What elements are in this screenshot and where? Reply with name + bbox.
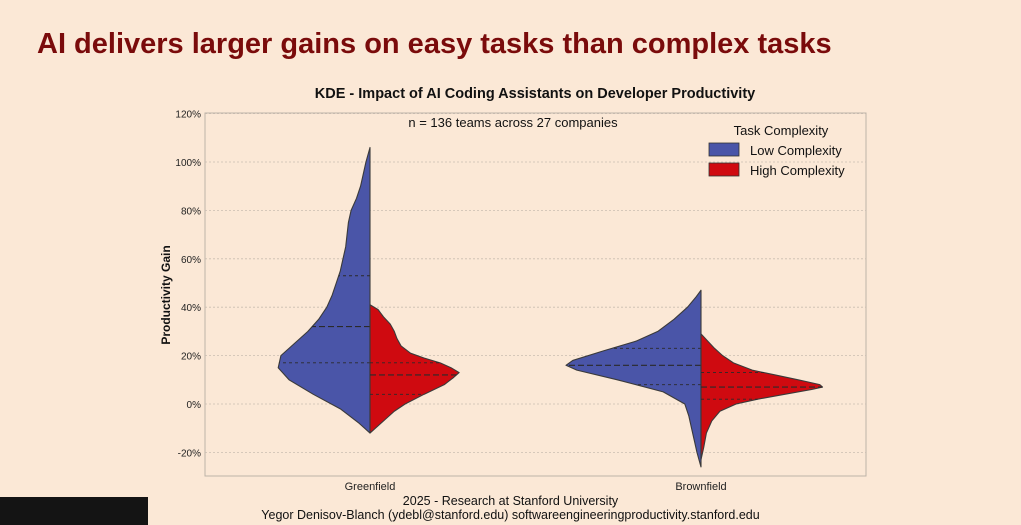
corner-overlay: [0, 497, 148, 525]
legend-swatch-high: [708, 162, 740, 177]
violin-high-brownfield: [700, 333, 824, 461]
y-tick-label: 40%: [181, 303, 201, 314]
violin-low-greenfield: [277, 146, 371, 434]
sample-size-annotation: n = 136 teams across 27 companies: [408, 115, 618, 130]
y-tick-label: 60%: [181, 255, 201, 266]
axes: -20% 0% 20% 40% 60% 80% 100% 120% Greenfield Brow…: [175, 110, 726, 493]
y-tick-label: -20%: [178, 448, 201, 459]
legend-title: Task Complexity: [734, 123, 829, 138]
y-tick-label: 100%: [175, 158, 201, 169]
footer-author-line: Yegor Denisov-Blanch (ydebl@stanford.edu…: [261, 508, 760, 522]
plot-area: [204, 112, 867, 477]
x-tick-label: Brownfield: [675, 481, 726, 493]
legend: Task Complexity Low Complexity High Comp…: [708, 123, 845, 178]
violin-high-greenfield: [369, 304, 460, 434]
violin-low-brownfield: [565, 289, 702, 468]
y-tick-label: 120%: [175, 110, 201, 121]
footer-research-line: 2025 - Research at Stanford University: [402, 494, 619, 508]
legend-swatch-low: [708, 142, 740, 157]
legend-label-high: High Complexity: [750, 163, 845, 178]
x-tick-label: Greenfield: [345, 481, 396, 493]
y-tick-label: 0%: [187, 400, 202, 411]
y-tick-label: 80%: [181, 206, 201, 217]
y-tick-label: 20%: [181, 352, 201, 363]
slide-title: AI delivers larger gains on easy tasks t…: [37, 28, 832, 60]
y-axis-label: Productivity Gain: [159, 245, 173, 344]
legend-label-low: Low Complexity: [750, 143, 842, 158]
chart-title: KDE - Impact of AI Coding Assistants on …: [315, 86, 755, 102]
violins: [277, 146, 824, 468]
